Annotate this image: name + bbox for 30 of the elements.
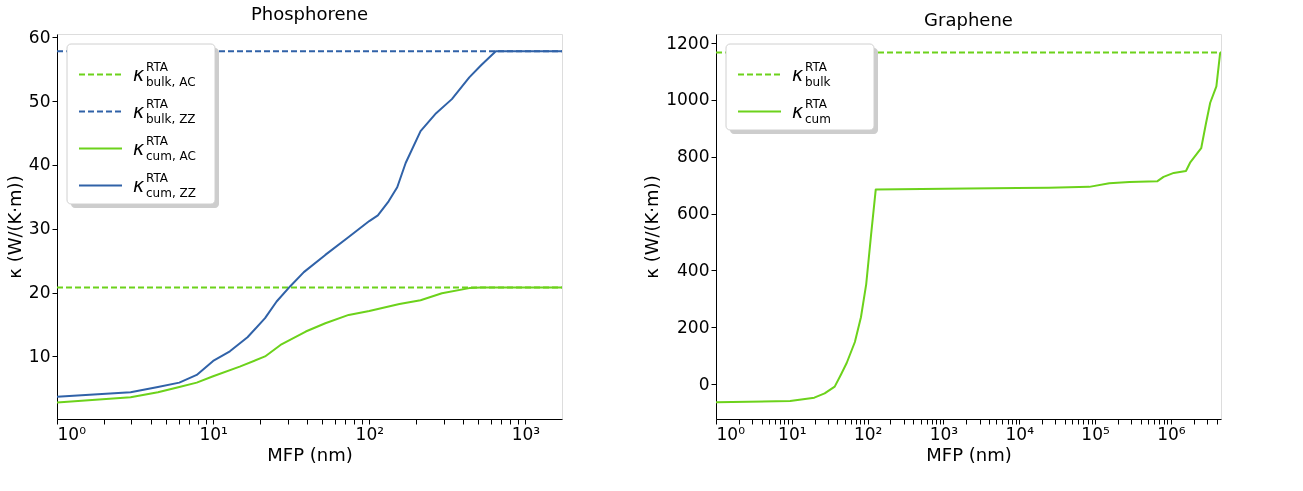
x-tick-label: 10¹ [778,423,807,444]
x-tick-label: 10³ [929,423,959,444]
y-tick-label: 1200 [666,32,710,53]
y-tick-label: 200 [677,316,710,337]
x-tick-label: 10⁵ [1081,423,1110,444]
y-tick-label: 600 [677,203,710,224]
y-tick-label: 1000 [666,89,710,110]
y-axis-title: κ (W/(K·m)) [641,175,663,279]
x-axis-title: MFP (nm) [926,443,1012,465]
x-tick-label: 10⁶ [1157,423,1186,444]
chart-title: Phosphorene [250,3,369,25]
y-tick-label: 60 [28,26,51,47]
y-tick-label: 40 [28,154,51,175]
x-tick-label: 10⁰ [57,423,87,444]
x-tick-label: 10⁰ [716,423,746,444]
x-tick-label: 10² [355,423,385,444]
y-tick-label: 30 [28,218,51,239]
y-tick-label: 20 [28,282,51,303]
x-tick-label: 10¹ [199,423,228,444]
x-tick-label: 10³ [511,423,541,444]
x-tick-label: 10⁴ [1005,423,1035,444]
y-axis-title: κ (W/(K·m)) [3,175,25,279]
x-tick-label: 10² [853,423,883,444]
y-tick-label: 400 [677,259,710,280]
x-axis-title: MFP (nm) [267,443,353,465]
y-tick-label: 800 [677,146,710,167]
y-tick-label: 0 [698,373,710,394]
chart-title: Graphene [924,9,1013,30]
y-tick-label: 50 [28,90,51,111]
y-tick-label: 10 [28,345,51,366]
